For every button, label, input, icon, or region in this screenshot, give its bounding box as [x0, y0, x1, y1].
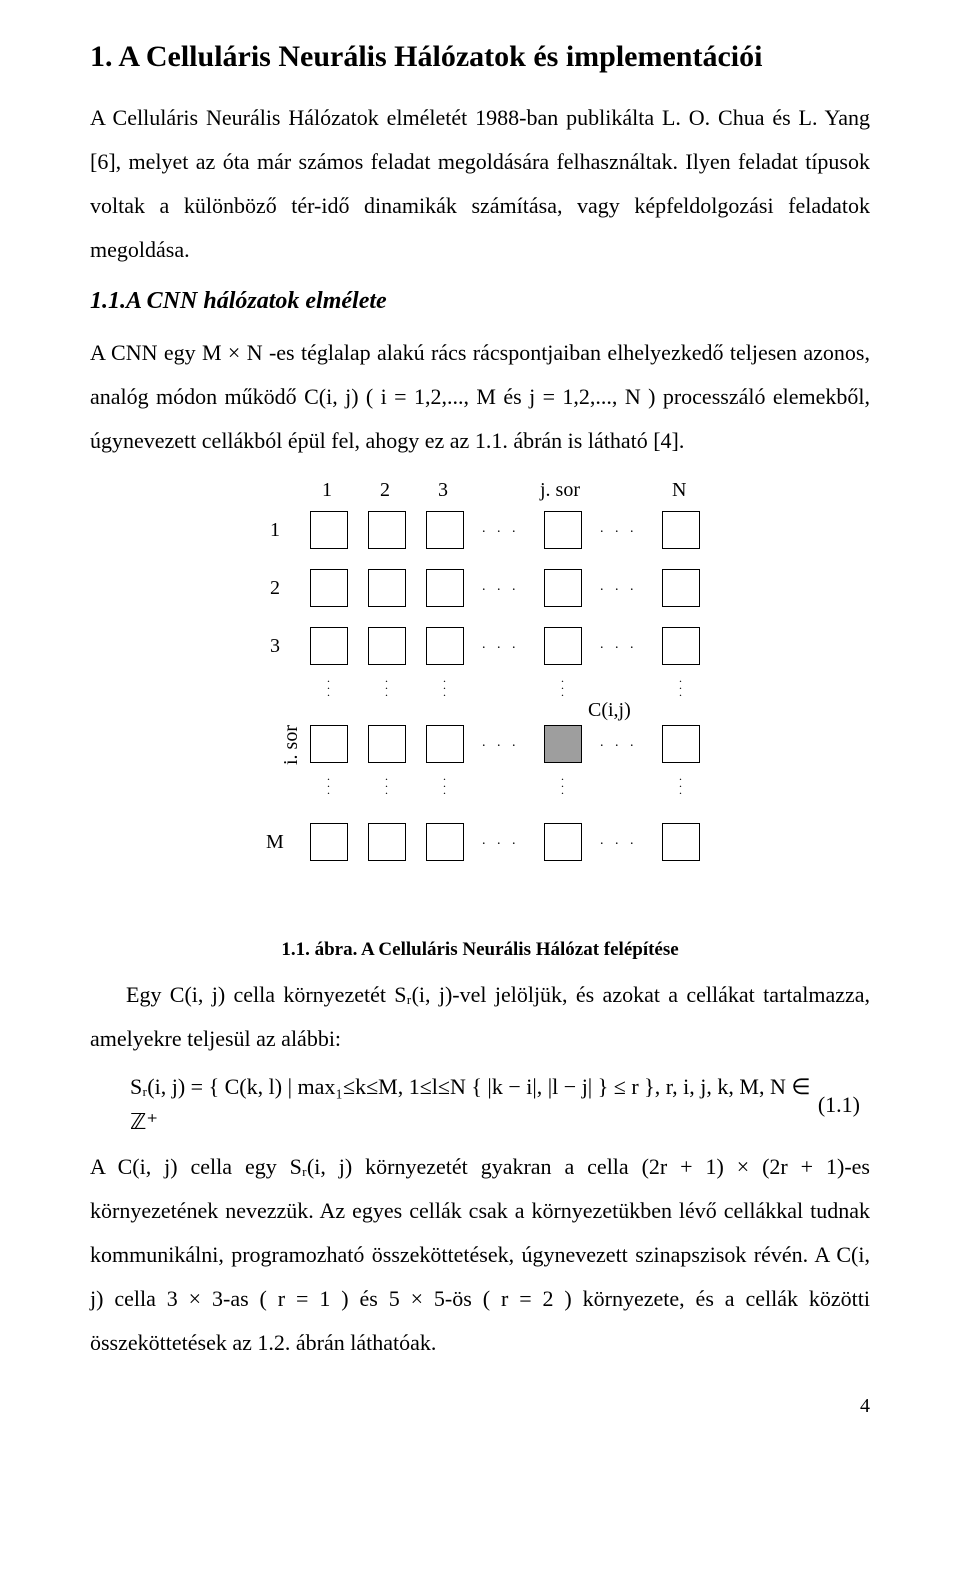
dots-horizontal: . . . — [600, 735, 638, 751]
paragraph-1: A Celluláris Neurális Hálózatok elméleté… — [90, 96, 870, 272]
dots-horizontal: . . . — [600, 521, 638, 537]
dots-vertical: ... — [679, 675, 682, 696]
cell — [310, 569, 348, 607]
row-label-3: 3 — [270, 635, 280, 658]
heading-1: 1. A Celluláris Neurális Hálózatok és im… — [90, 40, 870, 74]
cell — [368, 569, 406, 607]
dots-vertical: ... — [561, 773, 564, 794]
cell — [544, 823, 582, 861]
dots-vertical: ... — [679, 773, 682, 794]
dots-horizontal: . . . — [600, 833, 638, 849]
cell — [544, 627, 582, 665]
dots-vertical: ... — [561, 675, 564, 696]
dots-horizontal: . . . — [600, 637, 638, 653]
figure-1-wrap: 1 2 3 j. sor N 1 2 3 Mi. sor C(i,j) . . . . . . . . … — [90, 471, 870, 921]
equation-body: Sᵣ(i, j) = { C(k, l) | max₁≤k≤M, 1≤l≤N {… — [90, 1069, 818, 1139]
heading-2: 1.1.A CNN hálózatok elmélete — [90, 288, 870, 315]
dots-vertical: ... — [443, 773, 446, 794]
col-label-N: N — [672, 479, 686, 502]
dots-horizontal: . . . — [482, 833, 520, 849]
cell — [310, 511, 348, 549]
paragraph-2: A CNN egy M × N -es téglalap alakú rács … — [90, 331, 870, 463]
page-root: 1. A Celluláris Neurális Hálózatok és im… — [0, 0, 960, 1580]
cell-label-cij: C(i,j) — [588, 699, 631, 722]
col-label-3: 3 — [438, 479, 448, 502]
row-label-i: i. sor — [280, 725, 303, 765]
cell — [544, 511, 582, 549]
cell — [310, 823, 348, 861]
equation-1-1: Sᵣ(i, j) = { C(k, l) | max₁≤k≤M, 1≤l≤N {… — [90, 1069, 870, 1139]
row-label-M: M — [266, 831, 284, 854]
cell — [662, 627, 700, 665]
dots-horizontal: . . . — [482, 637, 520, 653]
cell — [426, 511, 464, 549]
page-number: 4 — [90, 1395, 870, 1418]
cell — [662, 725, 700, 763]
dots-horizontal: . . . — [600, 579, 638, 595]
cell — [368, 823, 406, 861]
dots-vertical: ... — [327, 675, 330, 696]
cell — [368, 725, 406, 763]
cell — [310, 725, 348, 763]
cell — [310, 627, 348, 665]
cell — [544, 569, 582, 607]
cell — [368, 627, 406, 665]
dots-horizontal: . . . — [482, 579, 520, 595]
dots-vertical: ... — [385, 675, 388, 696]
paragraph-3a: Egy C(i, j) cella környezetét Sᵣ(i, j)-v… — [90, 973, 870, 1061]
cell — [368, 511, 406, 549]
paragraph-3b: A C(i, j) cella egy Sᵣ(i, j) környezetét… — [90, 1145, 870, 1365]
dots-horizontal: . . . — [482, 521, 520, 537]
row-label-1: 1 — [270, 519, 280, 542]
dots-vertical: ... — [385, 773, 388, 794]
col-label-1: 1 — [322, 479, 332, 502]
cell-highlighted — [544, 725, 582, 763]
cell — [426, 627, 464, 665]
cell — [426, 569, 464, 607]
dots-vertical: ... — [443, 675, 446, 696]
equation-number: (1.1) — [818, 1087, 870, 1122]
row-label-2: 2 — [270, 577, 280, 600]
cell — [662, 511, 700, 549]
cell — [426, 823, 464, 861]
dots-vertical: ... — [327, 773, 330, 794]
cell — [662, 823, 700, 861]
dots-horizontal: . . . — [482, 735, 520, 751]
cell — [426, 725, 464, 763]
col-label-j: j. sor — [540, 479, 580, 502]
figure-1-caption: 1.1. ábra. A Celluláris Neurális Hálózat… — [90, 939, 870, 961]
cell — [662, 569, 700, 607]
col-label-2: 2 — [380, 479, 390, 502]
figure-1: 1 2 3 j. sor N 1 2 3 Mi. sor C(i,j) . . . . . . . . … — [230, 471, 730, 921]
